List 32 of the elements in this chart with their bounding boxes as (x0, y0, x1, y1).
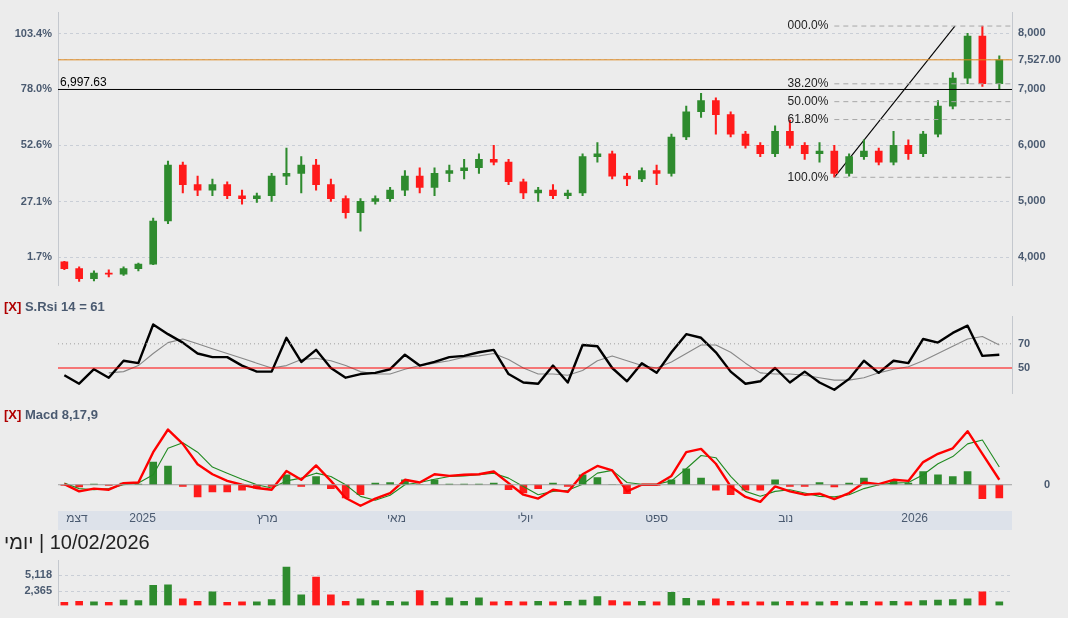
annotation: 50.00% (787, 93, 829, 108)
y-tick-label: 50 (1018, 361, 1031, 374)
y-tick-label: 8,000 (1018, 26, 1046, 39)
chart-title: [X] Macd 8,17,9 (4, 407, 98, 423)
y2-tick-label: 52.6% (20, 138, 53, 151)
y2-tick-label: 2,365 (24, 584, 52, 597)
text: 0 (1044, 477, 1051, 490)
y-tick-label: 5,000 (1018, 194, 1046, 207)
x-tick-label: ספט (645, 511, 669, 526)
annotation: 100.0% (787, 169, 829, 184)
annotation: 61.80% (787, 111, 829, 126)
y-tick-label: 4,000 (1018, 250, 1046, 263)
x-tick-label: יולי (517, 511, 534, 526)
y-tick-label: 7,527.00 (1018, 52, 1061, 65)
x-tick-label: נוב (778, 511, 794, 526)
chart-title: [X] S.Rsi 14 = 61 (4, 299, 105, 315)
y-tick-label: 6,000 (1018, 138, 1046, 151)
ref-line-label: 6,997.63 (60, 74, 108, 89)
annotation: 38.20% (787, 76, 829, 91)
x-tick-label: דצמ (66, 511, 89, 526)
y2-tick-label: 27.1% (20, 194, 53, 207)
annotation: 000.0% (787, 18, 829, 33)
x-tick-label: 2025 (129, 511, 157, 526)
x-tick-label: 2026 (901, 511, 929, 526)
x-tick-label: מרץ (257, 511, 278, 526)
y-tick-label: 7,000 (1018, 82, 1046, 95)
y2-tick-label: 103.4% (14, 26, 53, 39)
y-tick-label: 70 (1018, 336, 1031, 349)
x-tick-label: מאי (386, 511, 406, 526)
y2-tick-label: 78.0% (20, 82, 53, 95)
y2-tick-label: 1.7% (26, 250, 53, 263)
y2-tick-label: 5,118 (25, 568, 52, 581)
